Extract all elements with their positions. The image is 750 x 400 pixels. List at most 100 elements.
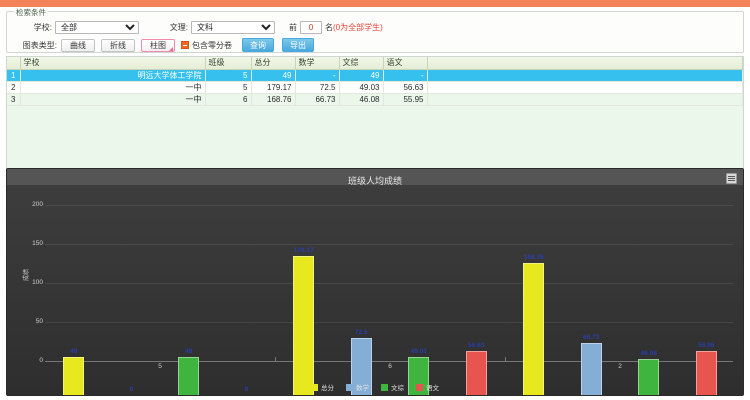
include-zero-checkbox[interactable] [181,41,189,49]
x-tick-label: 6 [388,363,392,370]
bar-文综[interactable]: 49.03 [408,348,430,395]
table-row[interactable]: 2 一中 5 179.17 72.5 49.03 56.63 [7,81,743,94]
bar-语文[interactable]: 55.95 [695,342,717,395]
cell-class: 5 [205,69,252,82]
legend-swatch [416,383,423,391]
bar-value-label: 0 [129,386,134,393]
col-header-class[interactable]: 班级 [205,57,252,70]
bar-value-label: 168.76 [523,254,544,262]
legend-label: 文综 [391,385,404,392]
cell-chinese: 55.95 [383,93,428,106]
gridline [45,322,733,323]
filter-row-bottom: 图表类型: 曲线 折线 柱图 包含零分卷 查询 导出 [13,38,737,52]
bar-group: 168.76 66.73 46.08 55.95 [505,219,735,395]
subject-select[interactable]: 文科 [191,20,275,34]
chart-menu-icon[interactable] [726,173,737,184]
cell-class: 6 [205,93,252,106]
bar-value-label: 178.17 [293,247,314,255]
export-button[interactable]: 导出 [282,38,314,52]
filter-row-top: 学校: 全部 文理: 文科 前 名 (0为全部学生) [13,20,737,34]
top-count-prefix-label: 前 [289,22,297,32]
col-header-school[interactable]: 学校 [20,57,206,70]
x-axis-separator [275,357,276,362]
bar-文综[interactable]: 49 [178,348,200,395]
bar-文综[interactable]: 46.08 [638,350,660,395]
cell-math: - [295,69,340,82]
row-index-header [7,57,21,70]
row-index: 2 [7,81,21,94]
col-header-math[interactable]: 数学 [295,57,340,70]
bar-value-label: 56.63 [468,341,485,349]
bar-value-label: 0 [244,386,249,393]
bar-总分[interactable]: 49 [63,348,85,395]
col-header-filler [427,57,743,70]
cell-filler [427,93,743,106]
subject-label: 文理: [169,22,188,32]
cell-total: 179.17 [251,81,296,94]
search-conditions-panel: 检索条件 学校: 全部 文理: 文科 前 名 (0为全部学生) 图表类型: 曲线… [6,7,744,53]
results-table: 学校 班级 总分 数学 文综 语文 1 明远大学体工学院 5 49 - 49 [7,57,743,106]
col-header-total[interactable]: 总分 [251,57,296,70]
chart-type-bar-button[interactable]: 柱图 [141,38,175,52]
bar-value-label: 72.5 [354,329,368,337]
gridline [45,244,733,245]
chart-type-label: 图表类型: [22,40,57,50]
bar-语文[interactable]: 56.63 [465,342,487,395]
top-count-note: (0为全部学生) [333,22,383,32]
legend-item-数学[interactable]: 数学 [346,382,369,392]
y-tick-label: 150 [32,240,43,247]
bar-总分[interactable]: 168.76 [523,254,545,395]
chart-legend: 总分 数学 文综 语文 [7,382,743,392]
grid-empty-area [7,105,743,180]
cell-wenzong: 49.03 [339,81,384,94]
col-header-wenzong[interactable]: 文综 [339,57,384,70]
row-index: 1 [7,69,21,82]
search-panel-legend: 检索条件 [14,7,48,18]
chart-type-curve-button[interactable]: 曲线 [61,38,95,52]
legend-label: 数学 [356,385,369,392]
table-row[interactable]: 3 一中 6 168.76 66.73 46.08 55.95 [7,93,743,106]
legend-swatch [346,383,353,391]
query-button[interactable]: 查询 [242,38,274,52]
legend-label: 语文 [426,385,439,392]
bar-value-label: 46.08 [640,350,657,358]
x-tick-label: 2 [618,363,622,370]
legend-item-总分[interactable]: 总分 [311,382,334,392]
chart-bars: 49 0 49 0 178.17 72.5 49.03 56.63 168.76 66.73 46.… [45,185,733,395]
y-tick-label: 50 [35,318,43,325]
cell-total: 49 [251,69,296,82]
school-select[interactable]: 全部 [55,20,139,34]
gridline [45,283,733,284]
legend-swatch [381,383,388,391]
legend-item-语文[interactable]: 语文 [416,382,439,392]
legend-item-文综[interactable]: 文综 [381,382,404,392]
bar-总分[interactable]: 178.17 [293,247,315,395]
top-count-unit-label: 名 [325,22,333,32]
top-count-input[interactable] [300,20,322,34]
bar-group: 49 0 49 0 [45,219,275,395]
cell-total: 168.76 [251,93,296,106]
table-row[interactable]: 1 明远大学体工学院 5 49 - 49 - [7,69,743,82]
bar-group: 178.17 72.5 49.03 56.63 [275,219,505,395]
chart-title: 班级人均成绩 [7,169,743,186]
bar-value-label: 49.03 [410,347,427,355]
top-accent-bar [0,0,750,7]
bar-数学[interactable]: 72.5 [350,329,372,395]
cell-wenzong: 49 [339,69,384,82]
cell-filler [427,69,743,82]
bar-value-label: 66.73 [583,333,600,341]
bar-数学[interactable]: 66.73 [580,334,602,395]
cell-wenzong: 46.08 [339,93,384,106]
col-header-chinese[interactable]: 语文 [383,57,428,70]
y-tick-label: 200 [32,201,43,208]
y-tick-label: 0 [39,357,43,364]
cell-chinese: 56.63 [383,81,428,94]
legend-swatch [311,383,318,391]
school-label: 学校: [33,22,52,32]
x-tick-label: 5 [158,363,162,370]
chart-type-line-button[interactable]: 折线 [101,38,135,52]
cell-math: 72.5 [295,81,340,94]
bar-value-label: 49 [70,347,78,355]
cell-math: 66.73 [295,93,340,106]
